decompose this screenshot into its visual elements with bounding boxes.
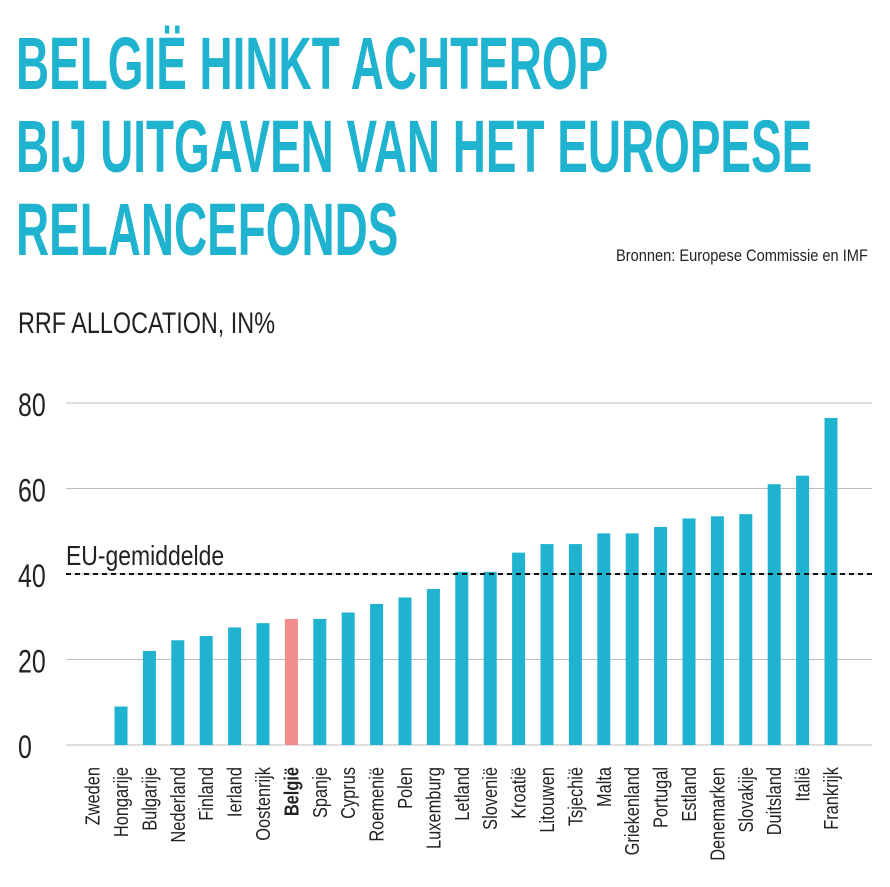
category-label: Griekenland xyxy=(621,767,644,855)
title-line-2: BIJ UITGAVEN VAN HET EUROPESE xyxy=(16,105,813,188)
bar-belgië xyxy=(284,618,298,745)
bar-nederland xyxy=(171,640,185,745)
category-label: Finland xyxy=(195,767,218,821)
category-label: Duitsland xyxy=(763,767,786,835)
category-label: Frankrijk xyxy=(819,766,842,830)
category-label: Spanje xyxy=(308,767,331,818)
y-tick-label: 60 xyxy=(18,474,46,510)
category-label: Italië xyxy=(791,767,814,802)
y-tick-label: 80 xyxy=(18,388,46,424)
category-label: Estland xyxy=(677,767,700,822)
bar-frankrijk xyxy=(824,417,838,745)
category-label: Letland xyxy=(450,767,473,821)
source-note: Bronnen: Europese Commissie en IMF xyxy=(616,246,868,265)
bar-slovenië xyxy=(483,571,497,745)
bar-italië xyxy=(796,475,810,745)
category-label: Litouwen xyxy=(535,767,558,833)
bar-roemenië xyxy=(370,603,384,745)
category-label: Malta xyxy=(592,766,615,807)
chart-title: BELGIË HINKT ACHTEROP BIJ UITGAVEN VAN H… xyxy=(16,22,812,271)
y-tick-label: 20 xyxy=(18,645,46,681)
category-label: Portugal xyxy=(649,767,672,828)
title-line-1: BELGIË HINKT ACHTEROP xyxy=(16,22,609,105)
category-label: Denemarken xyxy=(706,767,729,861)
category-label: Hongarije xyxy=(109,767,132,837)
category-label: Nederland xyxy=(166,767,189,843)
bar-oostenrijk xyxy=(256,623,270,745)
bar-griekenland xyxy=(625,533,639,745)
bar-finland xyxy=(199,635,213,745)
category-label: Bulgarije xyxy=(138,767,161,831)
category-label: Slovenië xyxy=(479,767,502,830)
bar-ierland xyxy=(228,627,242,745)
bar-cyprus xyxy=(341,612,355,745)
category-label: Slovakije xyxy=(734,767,757,833)
y-tick-label: 0 xyxy=(18,730,32,766)
bar-bulgarije xyxy=(142,650,156,745)
category-label: Luxemburg xyxy=(422,767,445,849)
bar-litouwen xyxy=(540,544,554,745)
category-label: Oostenrijk xyxy=(251,766,274,841)
category-label: België xyxy=(280,767,303,816)
title-line-3: RELANCEFONDS xyxy=(16,188,399,271)
bar-malta xyxy=(597,533,611,745)
bar-hongarije xyxy=(114,706,128,745)
bar-duitsland xyxy=(767,484,781,745)
bar-estland xyxy=(682,518,696,745)
bar-slovakije xyxy=(739,514,753,745)
bar-kroatië xyxy=(512,552,526,745)
category-label: Cyprus xyxy=(337,767,360,819)
category-label: Ierland xyxy=(223,767,246,817)
bar-luxemburg xyxy=(426,588,440,745)
y-tick-label: 40 xyxy=(18,559,46,595)
category-label: Tsjechië xyxy=(564,767,587,826)
category-label: Roemenië xyxy=(365,767,388,842)
category-label: Kroatië xyxy=(507,767,530,819)
category-label: Polen xyxy=(393,767,416,809)
bar-tsjechië xyxy=(568,544,582,745)
bar-portugal xyxy=(654,526,668,745)
bar-polen xyxy=(398,597,412,745)
category-label: Zweden xyxy=(81,767,104,825)
bar-spanje xyxy=(313,618,327,745)
bar-letland xyxy=(455,571,469,745)
eu-average-label: EU-gemiddelde xyxy=(66,541,224,572)
chart-subtitle: RRF ALLOCATION, IN% xyxy=(18,307,276,340)
bar-denemarken xyxy=(710,516,724,745)
